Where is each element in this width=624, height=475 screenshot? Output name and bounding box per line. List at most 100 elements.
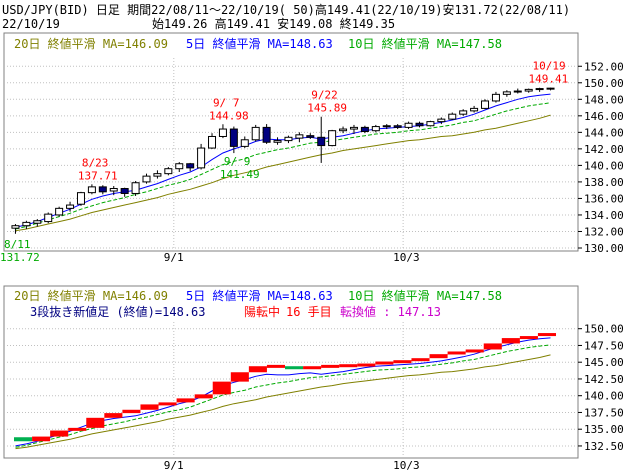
candle-body: [448, 113, 457, 120]
candle-body: [120, 188, 129, 194]
x-tick-label: 9/1: [164, 251, 184, 264]
candle-body: [437, 118, 446, 123]
ma-line: [15, 114, 551, 232]
candle-body: [481, 100, 490, 109]
y-tick-label: 136.00: [584, 192, 624, 205]
annotation-date: 9/ 7: [213, 96, 240, 109]
x-tick-label: 9/1: [164, 459, 184, 472]
legend-ma5-bottom: 5日 終値平滑 MA=148.63: [186, 288, 333, 303]
annotation-value: 149.41: [529, 73, 569, 86]
y-tick-label: 146.00: [584, 110, 624, 123]
top-y-axis: 130.00 132.00 134.00 136.00 138.00 140.00 142.…: [164, 60, 624, 264]
ma-line: [15, 344, 551, 448]
annotation-date: 8/11: [4, 238, 31, 251]
top-candlesticks: [11, 87, 555, 234]
annotation-value: 144.98: [209, 109, 249, 122]
candle-body: [262, 126, 271, 143]
renko-brick: [411, 358, 430, 362]
candle-body: [22, 221, 31, 227]
y-tick-label: 137.50: [584, 406, 624, 419]
renko-brick: [230, 372, 249, 382]
candle-body: [175, 163, 184, 170]
x-tick-label: 10/3: [393, 251, 420, 264]
bottom-grid: [4, 322, 578, 456]
candle-body: [513, 90, 522, 93]
candle-body: [339, 128, 348, 132]
candle-body: [470, 107, 479, 112]
y-tick-label: 138.00: [584, 176, 624, 189]
y-tick-label: 145.00: [584, 356, 624, 369]
candle-body: [66, 204, 75, 209]
renko-brick: [321, 364, 340, 368]
candle-body: [186, 163, 195, 169]
window-title: USD/JPY(BID) 日足 期間22/08/11～22/10/19( 50)…: [2, 2, 570, 17]
renko-reversal: 転換値 : 147.13: [340, 304, 441, 319]
renko-brick: [266, 364, 285, 368]
candle-body: [546, 87, 555, 90]
bottom-plot-frame: [3, 285, 579, 459]
renko-brick: [212, 381, 231, 395]
renko-brick: [122, 409, 141, 414]
legend-ma20: 20日 終値平滑 MA=146.09: [14, 36, 168, 51]
candle-body: [491, 93, 500, 102]
renko-brick: [68, 427, 87, 431]
candle-body: [328, 130, 337, 147]
y-tick-label: 130.00: [584, 242, 624, 255]
y-tick-label: 148.00: [584, 93, 624, 106]
legend-ma20-bottom: 20日 終値平滑 MA=146.09: [14, 288, 168, 303]
annotation-date: 8/23: [82, 156, 109, 169]
candle-body: [33, 220, 42, 224]
candle-body: [131, 182, 140, 194]
candle-body: [295, 134, 304, 139]
renko-brick: [393, 360, 412, 364]
ohlc-label: 始149.26 高149.41 安149.08 終149.35: [152, 16, 395, 31]
candle-body: [251, 126, 260, 141]
candle-body: [11, 225, 20, 229]
y-tick-label: 147.50: [584, 339, 624, 352]
annotation-value: 141.49: [220, 168, 260, 181]
renko-status: 陽転中: [244, 304, 280, 319]
renko-brick: [50, 430, 69, 437]
ma-line: [15, 354, 551, 450]
renko-brick: [465, 349, 484, 353]
candle-body: [415, 122, 424, 127]
legend-ma10-bottom: 10日 終値平滑 MA=147.58: [348, 288, 502, 303]
y-tick-label: 152.00: [584, 60, 624, 73]
candle-body: [360, 126, 369, 133]
candle-body: [229, 128, 238, 147]
ma-line: [15, 337, 551, 447]
renko-brick: [194, 394, 213, 399]
renko-brick: [104, 413, 123, 418]
renko-brick: [14, 437, 33, 442]
renko-brick: [537, 333, 556, 337]
candle-body: [393, 125, 402, 128]
legend-ma5: 5日 終値平滑 MA=148.63: [186, 36, 333, 51]
renko-brick: [501, 338, 520, 344]
y-tick-label: 134.00: [584, 209, 624, 222]
candle-body: [502, 91, 511, 95]
renko-brick: [86, 417, 105, 428]
renko-brick: [483, 343, 502, 350]
annotation-value: 131.72: [0, 251, 40, 264]
candle-body: [535, 88, 544, 91]
candle-body: [426, 121, 435, 127]
candle-body: [317, 136, 326, 147]
candle-body: [240, 139, 249, 147]
y-tick-label: 140.00: [584, 390, 624, 403]
candle-body: [273, 140, 282, 143]
renko-count: 16 手目: [286, 305, 332, 319]
candle-body: [44, 213, 53, 223]
top-plot-frame: [3, 32, 579, 252]
candle-body: [306, 135, 315, 138]
renko-brick: [447, 351, 466, 355]
candle-body: [109, 188, 118, 192]
candle-body: [164, 168, 173, 175]
renko-bricks: [14, 333, 556, 442]
candle-body: [404, 122, 413, 128]
candle-body: [98, 186, 107, 193]
ma-line: [15, 102, 551, 230]
y-tick-label: 150.00: [584, 323, 624, 336]
y-tick-label: 142.50: [584, 373, 624, 386]
